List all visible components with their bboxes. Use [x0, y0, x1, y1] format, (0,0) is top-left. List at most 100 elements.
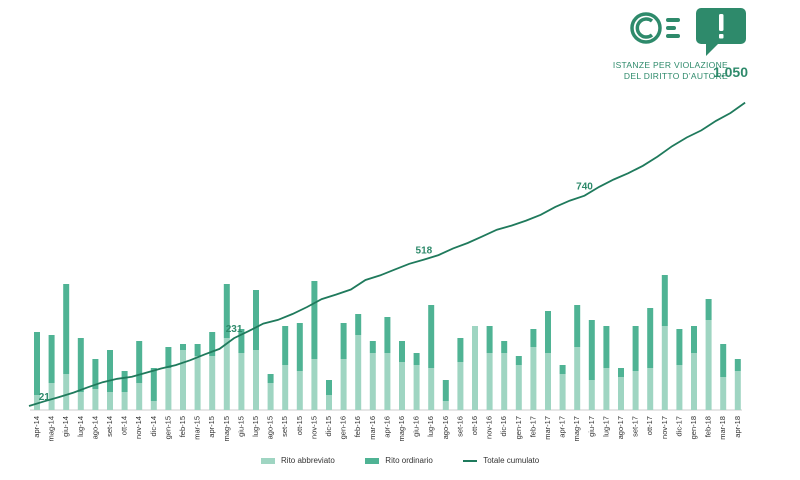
legend-item-ordinario: Rito ordinario [365, 456, 433, 465]
legend-item-abbreviato: Rito abbreviato [260, 456, 335, 465]
data-label-apr-14: 21 [39, 392, 51, 403]
x-tick-gen-15: gen-15 [163, 416, 172, 439]
bar-abbreviato-ago-15 [267, 383, 274, 410]
bar-abbreviato-mag-14 [48, 383, 55, 410]
bar-abbreviato-ott-17 [647, 368, 654, 410]
x-tick-ott-15: ott-15 [295, 416, 304, 435]
bar-abbreviato-giu-14 [63, 374, 70, 410]
x-tick-nov-15: nov-15 [309, 416, 318, 439]
bar-abbreviato-dic-14 [150, 401, 157, 410]
bar-ordinario-nov-17 [661, 275, 668, 326]
x-tick-dic-16: dic-16 [499, 416, 508, 436]
copyright-c-glyph [635, 17, 654, 39]
bar-ordinario-dic-15 [326, 380, 332, 395]
bar-abbreviato-mar-17 [545, 353, 551, 410]
bars-rito-abbreviato [34, 320, 741, 410]
bar-ordinario-giu-15 [238, 329, 245, 353]
bar-ordinario-feb-17 [530, 329, 537, 347]
x-tick-mar-15: mar-15 [193, 416, 202, 440]
bar-abbreviato-mag-17 [574, 347, 581, 410]
bar-ordinario-dic-16 [501, 341, 508, 353]
bar-ordinario-gen-18 [691, 326, 697, 353]
x-tick-set-15: set-15 [280, 416, 289, 437]
data-label-giu-16: 518 [416, 246, 433, 257]
bar-ordinario-ago-14 [92, 359, 99, 389]
bar-ordinario-gen-17 [515, 356, 522, 365]
x-tick-ago-17: ago-17 [616, 416, 625, 439]
bar-ordinario-gen-15 [165, 347, 172, 368]
bar-abbreviato-feb-17 [530, 347, 537, 410]
bar-ordinario-lug-15 [253, 290, 259, 350]
bar-ordinario-gen-16 [340, 323, 347, 359]
bar-abbreviato-set-15 [282, 365, 289, 410]
legend-swatch-ordinario [365, 457, 380, 464]
bar-abbreviato-mar-15 [194, 356, 201, 410]
bar-ordinario-giu-14 [63, 284, 70, 374]
data-label-mag-15: 231 [226, 324, 243, 335]
bar-abbreviato-ott-16 [472, 326, 478, 410]
bar-ordinario-dic-14 [150, 368, 157, 401]
x-tick-giu-14: giu-14 [61, 416, 70, 437]
x-tick-nov-17: nov-17 [660, 416, 669, 439]
line-totale-cumulato [28, 101, 746, 407]
x-tick-ott-16: ott-16 [470, 416, 479, 435]
bar-ordinario-giu-17 [588, 320, 595, 380]
bar-abbreviato-nov-17 [661, 326, 668, 410]
bar-ordinario-feb-18 [705, 299, 712, 320]
caption-line-2: DEL DIRITTO D’AUTORE [623, 71, 728, 81]
bar-ordinario-lug-17 [603, 326, 610, 368]
bar-abbreviato-feb-16 [355, 335, 362, 410]
bar-ordinario-apr-18 [734, 359, 741, 371]
bar-ordinario-ago-15 [267, 374, 274, 383]
x-tick-gen-18: gen-18 [689, 416, 698, 439]
x-tick-lug-14: lug-14 [76, 416, 85, 437]
x-tick-set-17: set-17 [631, 416, 640, 437]
bar-ordinario-mar-18 [720, 344, 727, 377]
caption-line-1: ISTANZE PER VIOLAZIONE [612, 60, 728, 70]
bar-abbreviato-giu-17 [588, 380, 595, 410]
x-tick-lug-15: lug-15 [251, 416, 260, 437]
bar-abbreviato-ott-14 [121, 392, 128, 410]
bar-ordinario-nov-14 [136, 341, 143, 383]
legend-label-ordinario: Rito ordinario [385, 456, 433, 465]
legend-label-cumulato: Totale cumulato [483, 456, 540, 465]
x-tick-apr-17: apr-17 [558, 416, 567, 438]
bar-abbreviato-ago-16 [442, 401, 449, 410]
bar-abbreviato-feb-15 [180, 350, 186, 410]
bar-ordinario-nov-15 [311, 281, 318, 359]
bar-ordinario-feb-15 [180, 344, 186, 350]
bar-abbreviato-apr-17 [559, 374, 566, 410]
x-tick-ott-14: ott-14 [120, 416, 129, 435]
x-tick-feb-16: feb-16 [353, 416, 362, 437]
bar-abbreviato-gen-15 [165, 368, 172, 410]
bar-ordinario-nov-16 [486, 326, 493, 353]
bar-ordinario-apr-15 [209, 332, 216, 356]
bar-ordinario-lug-14 [77, 338, 84, 392]
legend: Rito abbreviato Rito ordinario Totale cu… [0, 456, 800, 465]
bar-abbreviato-mar-16 [369, 353, 376, 410]
total-value: 1.050 [712, 64, 748, 80]
legend-swatch-abbreviato [260, 457, 275, 464]
x-tick-feb-18: feb-18 [704, 416, 713, 437]
x-tick-ago-15: ago-15 [266, 416, 275, 439]
bar-abbreviato-set-16 [457, 362, 464, 410]
list-lines-icon [666, 18, 680, 38]
bar-abbreviato-set-17 [632, 371, 639, 410]
chart-caption: ISTANZE PER VIOLAZIONE DEL DIRITTO D’AUT… [613, 60, 728, 82]
data-label-mag-17: 740 [576, 182, 593, 193]
bar-ordinario-mag-14 [48, 335, 55, 383]
x-tick-lug-17: lug-17 [601, 416, 610, 437]
bar-ordinario-mar-15 [194, 344, 201, 356]
bar-ordinario-apr-14 [34, 332, 40, 395]
bar-ordinario-mag-16 [399, 341, 405, 362]
bar-abbreviato-nov-16 [486, 353, 493, 410]
bar-abbreviato-mar-18 [720, 377, 727, 410]
bar-abbreviato-apr-14 [34, 395, 40, 410]
bar-abbreviato-lug-16 [428, 368, 435, 410]
bar-abbreviato-apr-15 [209, 356, 216, 410]
copyright-icon [630, 12, 662, 44]
bar-abbreviato-lug-17 [603, 368, 610, 410]
bar-ordinario-mag-15 [223, 284, 230, 338]
x-tick-dic-15: dic-15 [324, 416, 333, 436]
x-tick-feb-15: feb-15 [178, 416, 187, 437]
